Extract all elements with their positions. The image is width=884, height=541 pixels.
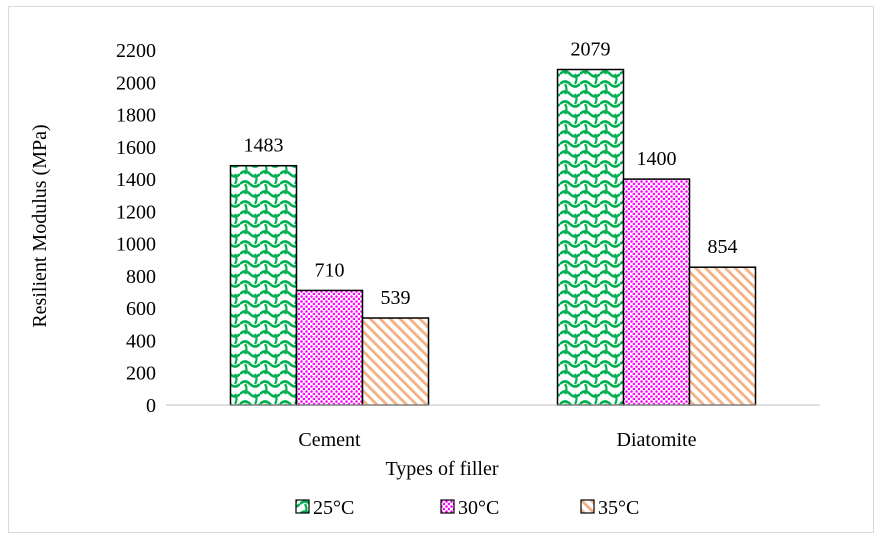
legend-label: 25°C	[313, 497, 354, 519]
y-tick-label: 2000	[116, 72, 156, 94]
data-labels: 1483 710 539 2079 1400 854	[244, 39, 738, 309]
data-label: 710	[315, 259, 345, 281]
bar	[688, 266, 757, 406]
y-axis: 0 200 400 600 800 1000 1200 1400 1600 1800 2000 220…	[116, 40, 156, 417]
y-tick-label: 1400	[116, 169, 156, 191]
bar	[295, 289, 364, 406]
bar	[229, 164, 298, 406]
x-axis: Cement Diatomite	[298, 429, 696, 451]
data-label: 854	[708, 236, 738, 258]
y-tick-label: 0	[146, 395, 156, 417]
data-label: 2079	[571, 39, 611, 61]
y-tick-label: 1800	[116, 105, 156, 127]
y-tick-label: 1600	[116, 137, 156, 159]
legend: 25°C 30°C 35°C	[295, 497, 639, 519]
legend-swatch	[295, 499, 310, 514]
data-label: 1400	[637, 148, 677, 170]
bar	[556, 68, 625, 406]
y-tick-label: 400	[126, 330, 156, 352]
legend-swatch	[580, 499, 595, 514]
y-tick-label: 200	[126, 363, 156, 385]
data-label: 539	[381, 287, 411, 309]
y-axis-label: Resilient Modulus (MPa)	[29, 124, 51, 327]
y-tick-label: 600	[126, 298, 156, 320]
legend-label: 35°C	[598, 497, 639, 519]
y-tick-label: 1000	[116, 234, 156, 256]
bars	[229, 68, 757, 406]
x-tick-label: Diatomite	[617, 429, 697, 451]
legend-swatch	[440, 499, 455, 514]
bar	[361, 317, 430, 406]
y-tick-label: 800	[126, 266, 156, 288]
y-tick-label: 1200	[116, 201, 156, 223]
x-axis-label: Types of filler	[385, 458, 498, 480]
data-label: 1483	[244, 135, 284, 157]
bar	[622, 178, 691, 406]
legend-label: 30°C	[458, 497, 499, 519]
x-tick-label: Cement	[298, 429, 361, 451]
y-tick-label: 2200	[116, 40, 156, 62]
